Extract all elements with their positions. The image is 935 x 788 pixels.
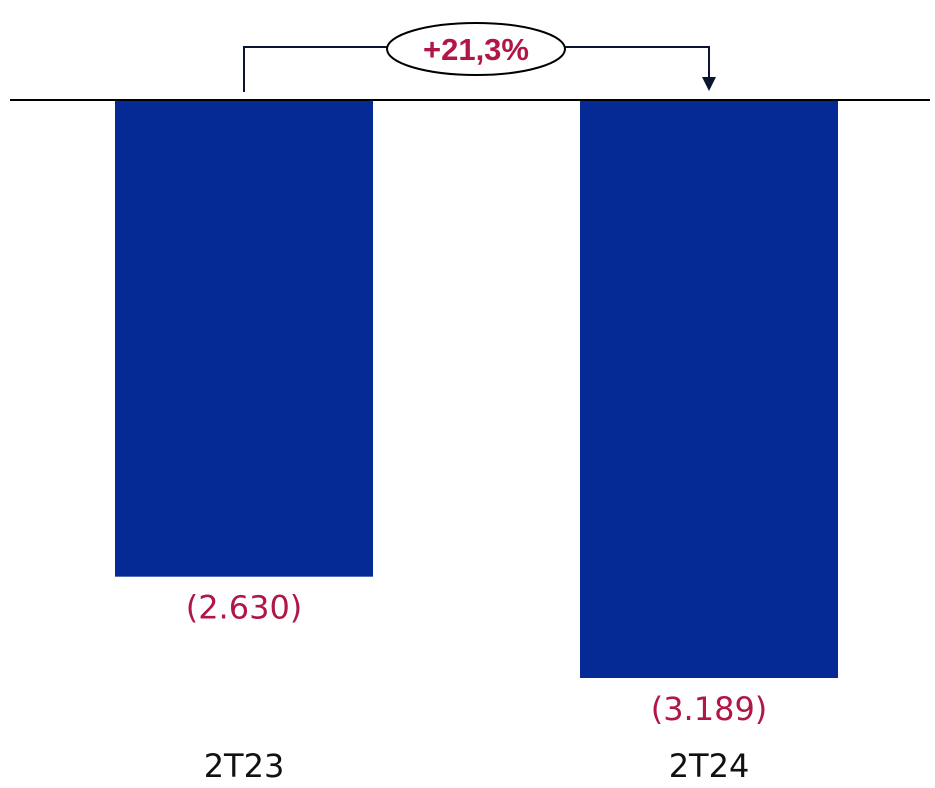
bars-layer (115, 100, 838, 678)
bar-2t23 (115, 100, 373, 577)
growth-bubble (386, 22, 566, 76)
growth-arrowhead (702, 77, 716, 91)
value-label-2t24: (3.189) (651, 690, 768, 728)
growth-annotation: +21,3% (243, 22, 716, 92)
bar-2t24 (580, 100, 838, 678)
growth-percentage-label: +21,3% (423, 32, 529, 67)
labels-layer: (2.630) 2T23 (3.189) 2T24 (186, 589, 768, 785)
category-label-2t23: 2T23 (204, 747, 285, 785)
category-label-2t24: 2T24 (669, 747, 750, 785)
value-label-2t23: (2.630) (186, 589, 303, 627)
